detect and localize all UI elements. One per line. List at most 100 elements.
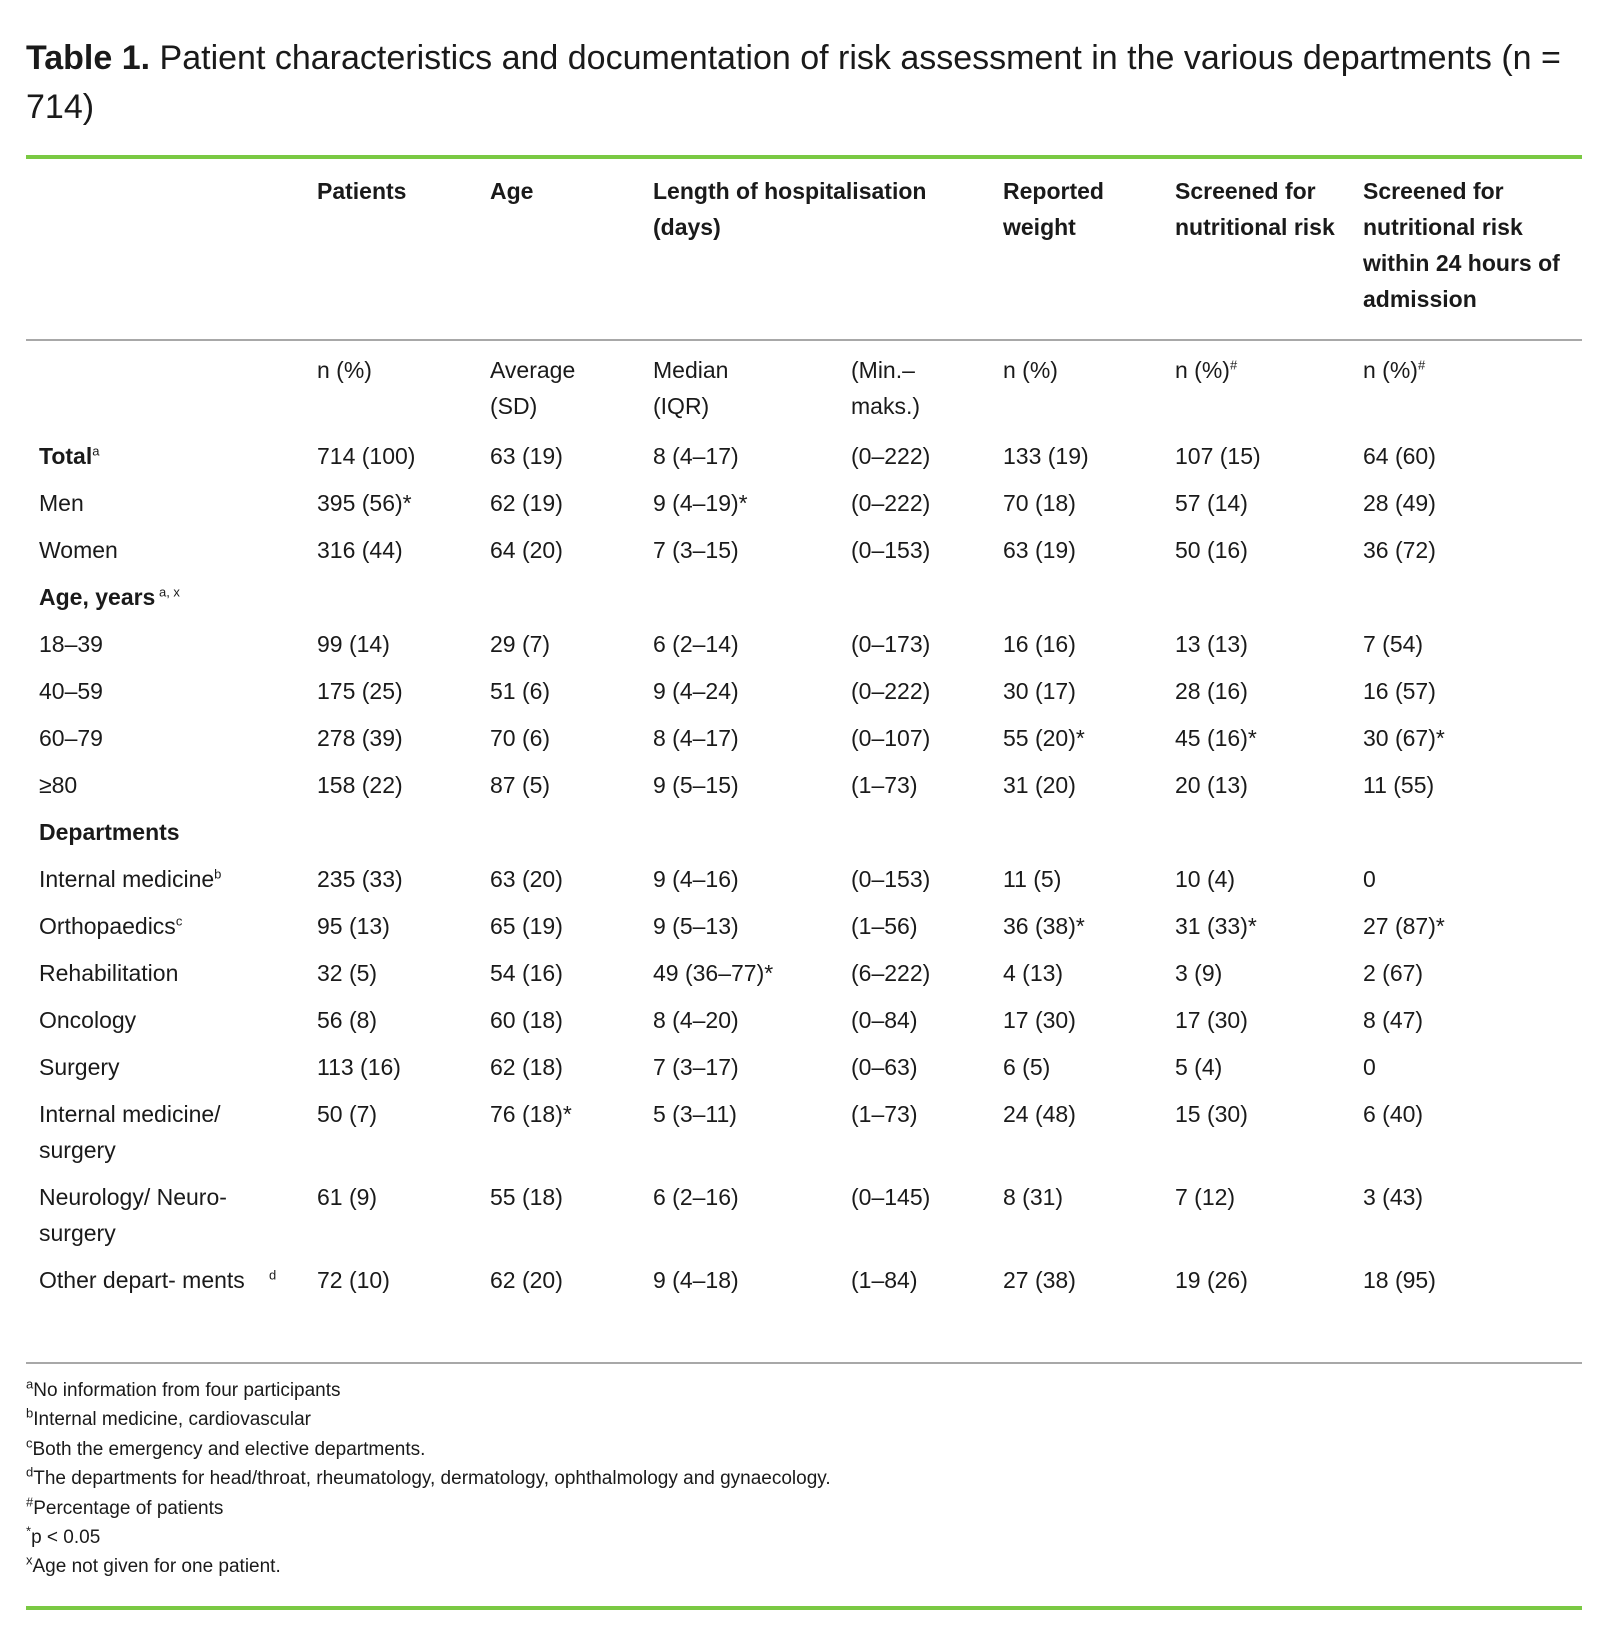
data-cell: 27 (38) [1003, 1267, 1076, 1293]
data-cell: (0–222) [851, 678, 931, 704]
footnote-mark: d [269, 1267, 277, 1283]
unit-cell: n (%)# [1175, 357, 1238, 383]
data-cell: (0–222) [851, 490, 931, 516]
row-label: Oncology [39, 1007, 137, 1033]
row-label: Men [39, 490, 84, 516]
data-cell [653, 808, 851, 855]
unit-cell: n (%)# [1363, 357, 1426, 383]
row-label: Orthopaedicsc [39, 913, 183, 939]
data-cell: (0–63) [851, 1054, 918, 1080]
data-cell: 10 (4) [1175, 866, 1236, 892]
table-row: Other depart- ments d 72 (10) 62 (20) 9 (4–1… [26, 1256, 1582, 1303]
data-cell: 5 (3–11) [653, 1101, 737, 1127]
table-row: Women 316 (44) 64 (20) 7 (3–15) (0–153) 63 (1… [26, 526, 1582, 573]
footnote-text: No information from four participants [33, 1380, 341, 1401]
data-cell: 7 (3–15) [653, 537, 739, 563]
data-cell: 57 (14) [1175, 490, 1248, 516]
footnote: *p < 0.05 [26, 1523, 831, 1552]
table-row: Oncology 56 (8) 60 (18) 8 (4–20) (0–84) 17 (3… [26, 996, 1582, 1043]
data-cell: (0–145) [851, 1184, 931, 1210]
footnote-text: Both the emergency and elective departme… [32, 1438, 426, 1460]
data-cell: 63 (19) [1003, 537, 1076, 563]
data-cell: (6–222) [851, 960, 931, 986]
data-cell: 6 (5) [1003, 1054, 1051, 1080]
unit-cell: Average (SD) [490, 357, 576, 419]
data-cell: (0–84) [851, 1007, 918, 1033]
section-header-row: Age, years a, x [26, 573, 1582, 620]
data-cell: 29 (7) [490, 631, 551, 657]
data-cell: 54 (16) [490, 960, 563, 986]
data-cell [490, 573, 653, 620]
data-cell: 63 (20) [490, 866, 563, 892]
data-cell: (0–153) [851, 866, 931, 892]
footnote-mark: a [26, 1376, 34, 1392]
unit-headers: n (%) Average (SD) Median (IQR) (Min.–maks.… [26, 352, 1582, 424]
row-label: Internal medicineb [39, 866, 222, 892]
data-cell: 60 (18) [490, 1007, 563, 1033]
data-cell: 395 (56)* [317, 490, 412, 516]
header-reported-weight: Reported weight [1003, 178, 1104, 240]
data-cell: 13 (13) [1175, 631, 1248, 657]
data-cell: 30 (67)* [1363, 725, 1445, 751]
header-patients: Patients [317, 178, 407, 204]
row-label: Neurology/ Neuro-surgery [39, 1184, 227, 1246]
data-cell: 95 (13) [317, 913, 390, 939]
data-cell: 17 (30) [1003, 1007, 1076, 1033]
data-cell: 8 (4–17) [653, 443, 739, 469]
data-cell: 70 (6) [490, 725, 551, 751]
data-cell: 64 (60) [1363, 443, 1436, 469]
data-cell: 62 (19) [490, 490, 563, 516]
data-cell [317, 573, 490, 620]
data-cell: 8 (47) [1363, 1007, 1424, 1033]
data-cell: 133 (19) [1003, 443, 1089, 469]
data-cell [1363, 808, 1582, 855]
data-cell: 11 (55) [1363, 772, 1435, 798]
column-headers: Patients Age Length of hospitalisation (… [26, 173, 1582, 317]
data-cell: 18 (95) [1363, 1267, 1436, 1293]
data-cell: 19 (26) [1175, 1267, 1248, 1293]
row-label: Age, years a, x [39, 584, 180, 610]
row-label: Women [39, 537, 118, 563]
data-cell: 70 (18) [1003, 490, 1076, 516]
header-screened-24h: Screened for nutritional risk within 24 … [1363, 178, 1560, 312]
table-row: Internal medicine/ surgery 50 (7) 76 (18)*… [26, 1090, 1582, 1173]
data-cell: 51 (6) [490, 678, 551, 704]
table-title: Table 1. Patient characteristics and doc… [26, 34, 1586, 132]
data-cell: 0 [1363, 866, 1376, 892]
footnotes: aNo information from four participants bI… [26, 1376, 831, 1582]
table-row: ≥80 158 (22) 87 (5) 9 (5–15) (1–73) 31 (20) 20… [26, 761, 1582, 808]
data-cell: 107 (15) [1175, 443, 1261, 469]
data-cell: 45 (16)* [1175, 725, 1257, 751]
footnote-mark: * [26, 1523, 32, 1539]
data-cell: 3 (9) [1175, 960, 1223, 986]
data-cell: 6 (40) [1363, 1101, 1424, 1127]
footnote: dThe departments for head/throat, rheuma… [26, 1464, 831, 1493]
data-cell: 9 (4–18) [653, 1267, 739, 1293]
data-cell: 55 (20)* [1003, 725, 1085, 751]
header-screened: Screened for nutritional risk [1175, 178, 1335, 240]
data-cell: 6 (2–16) [653, 1184, 739, 1210]
data-cell: 76 (18)* [490, 1101, 572, 1127]
footnote-text: p < 0.05 [31, 1527, 101, 1549]
data-cell: 17 (30) [1175, 1007, 1248, 1033]
data-cell: (1–84) [851, 1267, 918, 1293]
data-cell: 31 (33)* [1175, 913, 1257, 939]
data-cell: 61 (9) [317, 1184, 378, 1210]
data-cell: 113 (16) [317, 1054, 401, 1080]
table-row: Internal medicineb 235 (33) 63 (20) 9 (4–16… [26, 855, 1582, 902]
data-cell: 6 (2–14) [653, 631, 739, 657]
data-cell: 0 [1363, 1054, 1376, 1080]
header-rule [26, 339, 1582, 341]
data-cell: 8 (4–17) [653, 725, 739, 751]
data-cell: 9 (5–13) [653, 913, 739, 939]
table-caption: Patient characteristics and documentatio… [26, 39, 1561, 126]
data-cell: 235 (33) [317, 866, 403, 892]
data-cell: 24 (48) [1003, 1101, 1076, 1127]
data-cell: 175 (25) [317, 678, 403, 704]
data-cell: (1–73) [851, 1101, 918, 1127]
data-cell: 55 (18) [490, 1184, 563, 1210]
data-cell: (0–107) [851, 725, 931, 751]
data-cell: (1–56) [851, 913, 918, 939]
footnote-mark: a, x [155, 584, 180, 600]
table-row: 18–39 99 (14) 29 (7) 6 (2–14) (0–173) 16 (16)… [26, 620, 1582, 667]
